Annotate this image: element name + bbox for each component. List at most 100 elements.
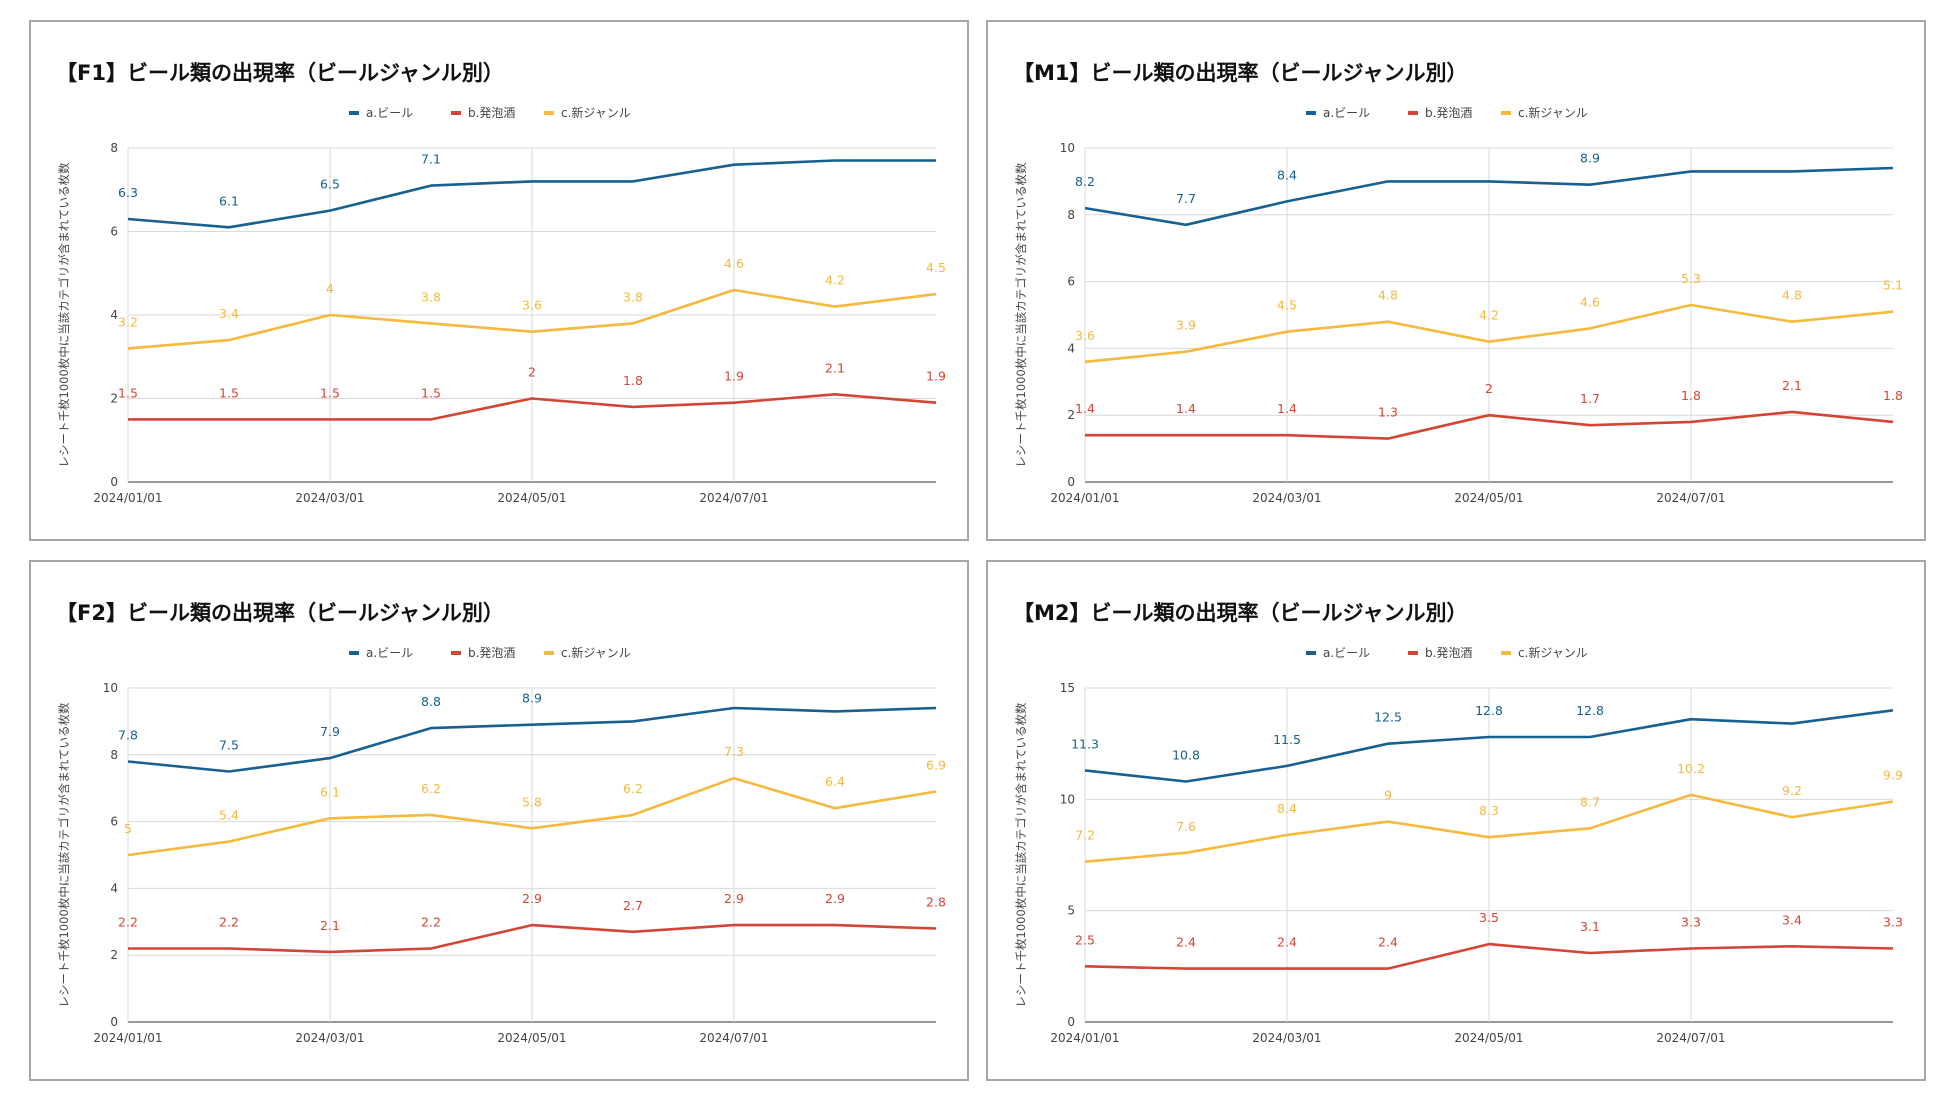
data-point-beer bbox=[1386, 742, 1390, 746]
data-point-happoshu bbox=[1386, 967, 1390, 971]
legend-item-beer: a.ビール bbox=[349, 106, 413, 120]
legend-label: c.新ジャンル bbox=[1518, 645, 1588, 660]
series-line-happoshu bbox=[128, 392, 937, 421]
y-tick-label: 4 bbox=[110, 881, 118, 895]
line-chart-m2: 【M2】ビール類の出現率（ビールジャンル別） a.ビール b.発泡酒 c.新ジャンルレ… bbox=[1013, 601, 1903, 1045]
data-point-beer bbox=[1184, 223, 1188, 227]
data-point-newgenre bbox=[1285, 833, 1289, 837]
chart-panel-m1: 【M1】ビール類の出現率（ビールジャンル別） a.ビール b.発泡酒 c.新ジャンルレ… bbox=[986, 20, 1926, 541]
data-label-happoshu: 1.9 bbox=[926, 369, 946, 384]
data-point-beer bbox=[1790, 169, 1794, 173]
data-label-newgenre: 9.2 bbox=[1782, 783, 1802, 798]
data-point-happoshu bbox=[1790, 410, 1794, 414]
data-label-newgenre: 4.2 bbox=[825, 273, 845, 288]
data-label-newgenre: 3.6 bbox=[522, 298, 542, 313]
data-point-newgenre bbox=[530, 826, 534, 830]
data-label-beer: 7.8 bbox=[118, 727, 138, 742]
series-line-newgenre bbox=[127, 776, 937, 857]
legend-item-newgenre: c.新ジャンル bbox=[1501, 645, 1588, 660]
data-point-newgenre bbox=[1184, 851, 1188, 855]
x-tick-label: 2024/01/01 bbox=[93, 1031, 162, 1045]
data-label-beer: 6.5 bbox=[320, 177, 340, 192]
legend-label: a.ビール bbox=[366, 106, 413, 120]
data-point-beer bbox=[1891, 708, 1895, 712]
data-label-newgenre: 3.9 bbox=[1176, 318, 1196, 333]
data-label-newgenre: 4.2 bbox=[1479, 308, 1499, 323]
data-label-happoshu: 2.5 bbox=[1075, 932, 1095, 947]
legend-item-newgenre: c.新ジャンル bbox=[544, 645, 631, 660]
data-label-happoshu: 2.4 bbox=[1176, 935, 1196, 950]
data-point-beer bbox=[833, 709, 837, 713]
data-label-beer: 11.5 bbox=[1273, 732, 1301, 747]
data-label-happoshu: 2.8 bbox=[926, 894, 946, 909]
y-axis-label: レシート千枚1000枚中に当該カテゴリが含まれている枚数 bbox=[57, 162, 71, 467]
data-label-newgenre: 3.6 bbox=[1075, 328, 1095, 343]
data-point-happoshu bbox=[1184, 433, 1188, 437]
data-label-happoshu: 2.2 bbox=[219, 915, 239, 930]
y-axis-label: レシート千枚1000枚中に当該カテゴリが含まれている枚数 bbox=[1014, 702, 1028, 1007]
data-point-beer bbox=[1689, 717, 1693, 721]
data-label-beer: 7.7 bbox=[1176, 191, 1196, 206]
y-axis-label: レシート千枚1000枚中に当該カテゴリが含まれている枚数 bbox=[1014, 162, 1028, 467]
data-label-newgenre: 4.5 bbox=[926, 260, 946, 275]
data-point-beer bbox=[833, 159, 837, 163]
data-label-beer: 8.8 bbox=[421, 694, 441, 709]
data-label-newgenre: 4.6 bbox=[724, 256, 744, 271]
data-point-happoshu bbox=[1285, 967, 1289, 971]
data-label-newgenre: 4.5 bbox=[1277, 298, 1297, 313]
data-label-newgenre: 5.3 bbox=[1681, 271, 1701, 286]
data-point-happoshu bbox=[227, 417, 231, 421]
data-point-happoshu bbox=[1386, 437, 1390, 441]
data-label-newgenre: 5.4 bbox=[219, 808, 239, 823]
chart-title: 【M2】ビール類の出現率（ビールジャンル別） bbox=[1013, 601, 1467, 625]
data-label-newgenre: 4.8 bbox=[1782, 288, 1802, 303]
data-label-happoshu: 2 bbox=[1485, 381, 1493, 396]
data-label-beer: 8.4 bbox=[1277, 167, 1297, 182]
data-point-newgenre bbox=[631, 321, 635, 325]
data-point-newgenre bbox=[732, 288, 736, 292]
data-label-happoshu: 1.5 bbox=[118, 385, 138, 400]
data-point-newgenre bbox=[1386, 820, 1390, 824]
data-point-beer bbox=[1184, 780, 1188, 784]
x-tick-label: 2024/01/01 bbox=[93, 491, 162, 505]
data-point-beer bbox=[1386, 179, 1390, 183]
x-tick-label: 2024/05/01 bbox=[497, 491, 566, 505]
data-point-newgenre bbox=[126, 853, 130, 857]
data-label-newgenre: 4.6 bbox=[1580, 294, 1600, 309]
data-point-newgenre bbox=[429, 321, 433, 325]
y-tick-label: 0 bbox=[110, 1015, 118, 1029]
data-label-beer: 7.5 bbox=[219, 738, 239, 753]
data-label-happoshu: 2.9 bbox=[724, 891, 744, 906]
data-point-newgenre bbox=[1386, 320, 1390, 324]
data-point-beer bbox=[1790, 722, 1794, 726]
data-point-happoshu bbox=[1891, 420, 1895, 424]
data-point-happoshu bbox=[1689, 947, 1693, 951]
x-tick-label: 2024/03/01 bbox=[295, 491, 364, 505]
y-tick-label: 4 bbox=[110, 308, 118, 322]
data-label-happoshu: 1.8 bbox=[1681, 388, 1701, 403]
data-label-beer: 11.3 bbox=[1071, 736, 1099, 751]
data-label-happoshu: 2.9 bbox=[825, 891, 845, 906]
data-point-beer bbox=[1891, 166, 1895, 170]
y-axis-label: レシート千枚1000枚中に当該カテゴリが含まれている枚数 bbox=[57, 702, 71, 1007]
y-tick-label: 2 bbox=[110, 392, 118, 406]
data-point-happoshu bbox=[1487, 942, 1491, 946]
data-point-beer bbox=[1689, 169, 1693, 173]
data-label-newgenre: 6.9 bbox=[926, 758, 946, 773]
data-label-newgenre: 7.6 bbox=[1176, 819, 1196, 834]
data-label-beer: 10.8 bbox=[1172, 748, 1200, 763]
x-tick-label: 2024/03/01 bbox=[295, 1031, 364, 1045]
legend-item-newgenre: c.新ジャンル bbox=[1501, 105, 1588, 120]
data-point-newgenre bbox=[934, 292, 938, 296]
data-point-beer bbox=[126, 759, 130, 763]
data-label-happoshu: 1.3 bbox=[1378, 405, 1398, 420]
data-label-beer: 7.1 bbox=[421, 152, 441, 167]
data-point-newgenre bbox=[1790, 815, 1794, 819]
series-line-happoshu bbox=[1085, 410, 1894, 440]
x-tick-label: 2024/07/01 bbox=[1656, 1031, 1725, 1045]
data-point-happoshu bbox=[429, 417, 433, 421]
data-label-happoshu: 2.7 bbox=[623, 898, 643, 913]
data-label-beer: 8.2 bbox=[1075, 174, 1095, 189]
data-point-beer bbox=[631, 179, 635, 183]
data-label-happoshu: 2.1 bbox=[320, 918, 340, 933]
